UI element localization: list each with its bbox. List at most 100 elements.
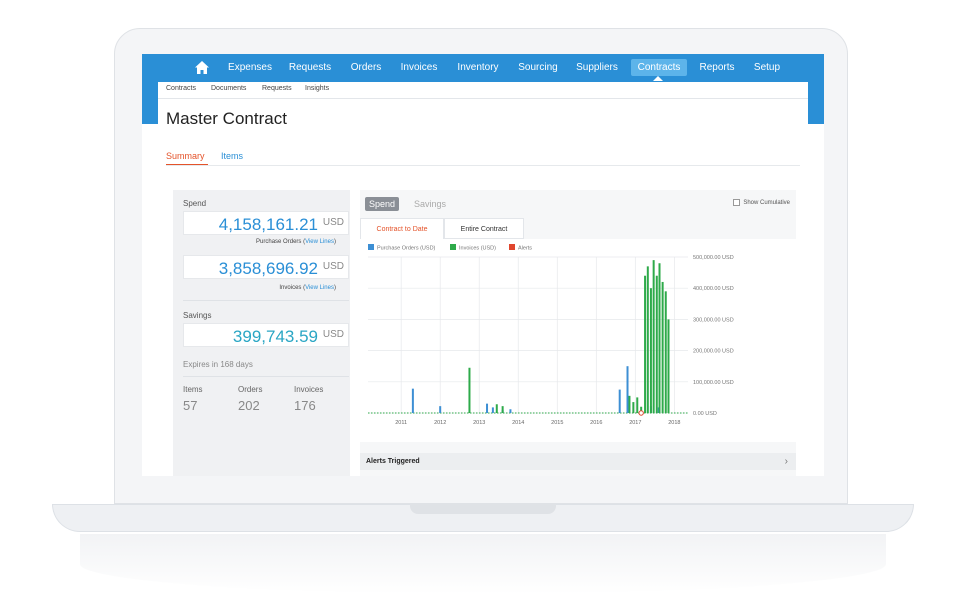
x-tick-label: 2016 — [590, 420, 602, 426]
nav-sourcing[interactable]: Sourcing — [518, 62, 558, 73]
invoice-bar[interactable] — [644, 275, 647, 413]
po-bar[interactable] — [626, 366, 629, 413]
tab-divider — [166, 165, 800, 166]
invoice-bar[interactable] — [640, 406, 643, 413]
y-tick-label: 0.00 USD — [693, 411, 717, 417]
toggle-spend[interactable]: Spend — [365, 197, 399, 211]
invoice-value: 3,858,696.92 — [218, 259, 318, 278]
tab-summary[interactable]: Summary — [166, 151, 205, 161]
invoice-bar[interactable] — [646, 266, 649, 413]
toggle-savings[interactable]: Savings — [414, 199, 447, 209]
nav-invoices[interactable]: Invoices — [400, 62, 438, 73]
y-tick-label: 100,000.00 USD — [693, 380, 734, 386]
show-cumulative[interactable]: Show Cumulative — [733, 199, 790, 206]
spend-value: 4,158,161.21 — [218, 215, 318, 234]
savings-value-box: 399,743.59 USD — [183, 323, 349, 347]
stat-items-value: 57 — [183, 398, 198, 413]
invoice-bar[interactable] — [628, 395, 631, 413]
legend-invoice-label: Invoices (USD) — [459, 246, 496, 252]
po-bar[interactable] — [411, 388, 414, 413]
y-tick-label: 400,000.00 USD — [693, 286, 734, 292]
x-axis-labels: 2011 2012 2013 2014 2015 2016 2017 2018 — [395, 420, 680, 426]
nav-suppliers[interactable]: Suppliers — [576, 62, 618, 73]
po-bar[interactable] — [439, 406, 442, 413]
stat-orders-label: Orders — [238, 385, 263, 394]
laptop-shadow — [80, 534, 886, 594]
invoice-currency: USD — [322, 261, 344, 272]
invoice-bar[interactable] — [664, 291, 667, 413]
summary-panel: Spend 4,158,161.21 USD Purchase Orders (… — [173, 190, 350, 476]
chart-legend: Purchase Orders (USD) Invoices (USD) Ale… — [368, 244, 532, 252]
invoices-line: Invoices (View Lines) — [279, 285, 336, 291]
x-tick-label: 2012 — [434, 420, 446, 426]
nav-reports[interactable]: Reports — [699, 62, 735, 73]
invoice-bar[interactable] — [501, 406, 504, 413]
invoice-bar[interactable] — [652, 260, 655, 413]
inv-view-lines-link[interactable]: View Lines — [305, 285, 334, 291]
stat-orders-value: 202 — [238, 398, 260, 413]
nav-inventory[interactable]: Inventory — [457, 62, 499, 73]
nav-contracts[interactable]: Contracts — [631, 59, 687, 76]
invoice-bar[interactable] — [636, 397, 639, 413]
po-bar[interactable] — [618, 389, 621, 413]
expires-text: Expires in 168 days — [183, 360, 253, 369]
savings-currency: USD — [322, 329, 344, 340]
spend-currency: USD — [322, 217, 344, 228]
purchase-orders-line: Purchase Orders (View Lines) — [256, 239, 336, 245]
legend-alerts-label: Alerts — [518, 246, 532, 252]
nav-expenses[interactable]: Expenses — [228, 62, 272, 73]
show-cumulative-checkbox[interactable] — [733, 199, 741, 206]
x-tick-label: 2014 — [512, 420, 524, 426]
laptop-notch — [410, 504, 556, 514]
x-tick-label: 2017 — [629, 420, 641, 426]
chart-panel: Spend Savings Show Cumulative Contract t… — [360, 190, 796, 476]
subnav-insights[interactable]: Insights — [305, 85, 330, 92]
chart-bars — [411, 260, 670, 416]
invoices-label: Invoices ( — [279, 285, 306, 291]
spend-value-box: 4,158,161.21 USD — [183, 211, 349, 235]
po-view-lines-link[interactable]: View Lines — [305, 239, 334, 245]
tab-entire-contract[interactable]: Entire Contract — [444, 218, 524, 239]
invoice-value-box: 3,858,696.92 USD — [183, 255, 349, 279]
spend-chart: Purchase Orders (USD) Invoices (USD) Ale… — [360, 239, 796, 442]
invoice-bar[interactable] — [655, 275, 658, 413]
x-tick-label: 2011 — [395, 420, 407, 426]
chevron-right-icon: › — [784, 456, 788, 467]
y-tick-label: 300,000.00 USD — [693, 317, 734, 323]
inv-close: ) — [334, 285, 336, 291]
stat-invoices-value: 176 — [294, 398, 316, 413]
nav-setup[interactable]: Setup — [753, 62, 781, 73]
po-bar[interactable] — [486, 403, 489, 413]
invoice-bar[interactable] — [661, 281, 664, 413]
nav-orders[interactable]: Orders — [350, 62, 382, 73]
y-tick-label: 200,000.00 USD — [693, 349, 734, 355]
alerts-triggered-bar[interactable]: Alerts Triggered › — [360, 453, 796, 470]
legend-po-label: Purchase Orders (USD) — [377, 246, 436, 252]
invoice-bar[interactable] — [658, 263, 661, 413]
purchase-orders-label: Purchase Orders ( — [256, 239, 306, 245]
top-navigation: Expenses Requests Orders Invoices Invent… — [142, 54, 824, 82]
section-divider — [183, 376, 349, 377]
subnav-requests[interactable]: Requests — [262, 85, 292, 92]
po-bar[interactable] — [509, 409, 512, 413]
alert-marker[interactable] — [638, 410, 644, 416]
chart-grid — [368, 256, 688, 414]
y-axis-labels: 0.00 USD 100,000.00 USD 200,000.00 USD 300,… — [693, 255, 734, 417]
legend-po-swatch — [368, 244, 374, 250]
tab-items[interactable]: Items — [221, 151, 244, 161]
subnav-contracts[interactable]: Contracts — [166, 85, 196, 92]
spend-chart-svg: Purchase Orders (USD) Invoices (USD) Ale… — [368, 244, 734, 426]
y-tick-label: 500,000.00 USD — [693, 255, 734, 261]
content-page: Contracts Documents Requests Insights Ma… — [158, 82, 808, 476]
nav-requests[interactable]: Requests — [288, 62, 332, 73]
invoice-bar[interactable] — [649, 288, 652, 413]
invoice-bar[interactable] — [632, 402, 635, 413]
invoice-bar[interactable] — [667, 319, 670, 413]
active-tab-underline — [166, 164, 208, 165]
tab-contract-to-date[interactable]: Contract to Date — [360, 218, 444, 239]
invoice-bar[interactable] — [468, 367, 471, 413]
po-bar[interactable] — [491, 407, 494, 413]
invoice-bar[interactable] — [495, 404, 498, 413]
home-icon[interactable] — [195, 61, 209, 74]
subnav-documents[interactable]: Documents — [211, 85, 247, 92]
